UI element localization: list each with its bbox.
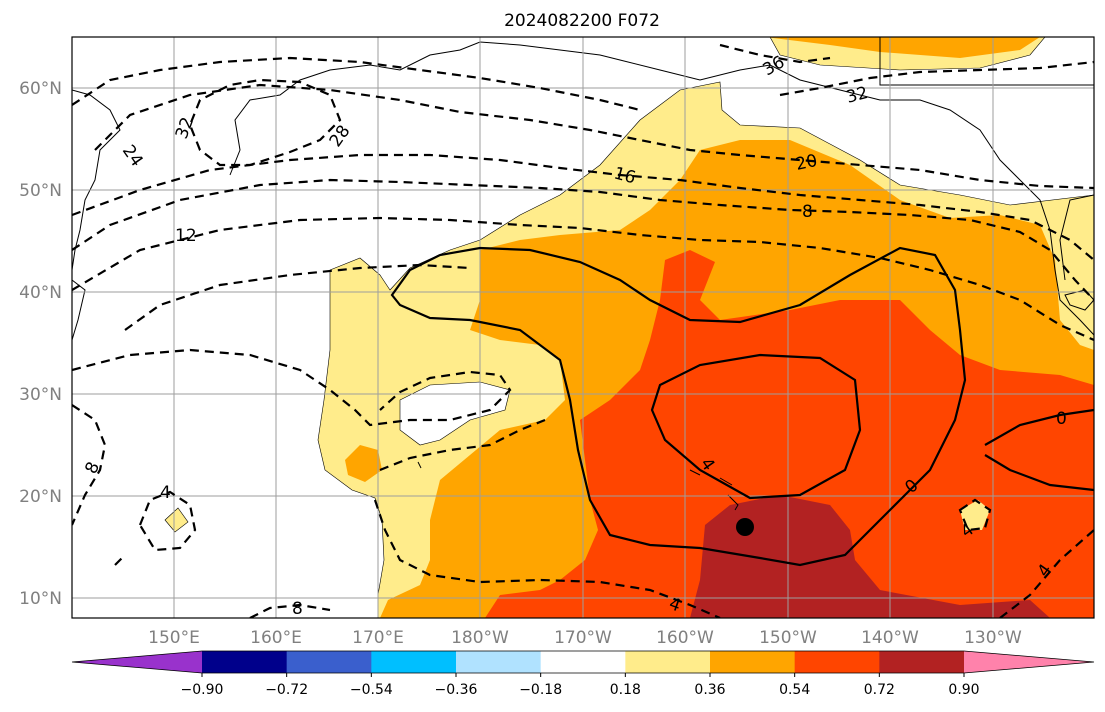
solid-contours [390, 246, 1094, 567]
colorbar-tick-label: −0.18 [519, 682, 562, 698]
lon-label: 180°W [451, 628, 509, 648]
gridlines [72, 37, 1094, 618]
colorbar-segment [794, 651, 880, 673]
dashed-contours [72, 43, 1094, 618]
colorbar-tick-label: 0.54 [779, 682, 810, 698]
colorbar-tick-label: 0.72 [864, 682, 895, 698]
colorbar-extend-min [72, 651, 202, 673]
colorbar-segment [879, 651, 965, 673]
map-title: 2024082200 F072 [504, 11, 660, 31]
position-marker [736, 518, 754, 536]
shading-0.72-0.90 [690, 495, 1050, 618]
lon-label: 160°E [250, 628, 302, 648]
lon-label: 150°E [148, 628, 200, 648]
longitude-labels: 150°E 160°E 170°E 180°W 170°W 160°W 150°… [148, 628, 1022, 648]
map-frame [71, 36, 1095, 619]
lon-label: 140°W [861, 628, 919, 648]
colorbar-segment [456, 651, 542, 673]
contour-label: 20 [794, 151, 819, 175]
colorbar-tick-label: 0.90 [948, 682, 979, 698]
colorbar-segment [371, 651, 457, 673]
colorbar-segment [710, 651, 796, 673]
lat-label: 10°N [19, 589, 62, 609]
colorbar-segment [286, 651, 372, 673]
map-area: 36 32 32 28 24 20 16 12 8 8 8 4 4 4 4 0 … [72, 37, 1094, 619]
contour-label: 8 [292, 599, 303, 619]
lon-label: 170°E [352, 628, 404, 648]
lon-label: 160°W [656, 628, 714, 648]
colorbar-tick-label: 0.36 [694, 682, 725, 698]
contour-label: 8 [802, 202, 813, 222]
colorbar-segment [625, 651, 711, 673]
latitude-labels: 60°N 50°N 40°N 30°N 20°N 10°N [19, 79, 62, 609]
shading-0.54-0.72 [485, 250, 1094, 618]
colorbar-tick-label: 0.18 [610, 682, 641, 698]
lat-label: 50°N [19, 181, 62, 201]
lat-label: 20°N [19, 487, 62, 507]
contour-label: 0 [1056, 409, 1067, 429]
lon-label: 130°W [964, 628, 1022, 648]
colorbar-extend-max [964, 651, 1094, 673]
lon-label: 150°W [759, 628, 817, 648]
lon-label: 170°W [554, 628, 612, 648]
lat-label: 30°N [19, 385, 62, 405]
shading-island-yellow [960, 500, 990, 530]
lat-label: 60°N [19, 79, 62, 99]
contour-label: 4 [160, 483, 171, 503]
colorbar [71, 650, 1095, 674]
colorbar-tick-label: −0.72 [265, 682, 308, 698]
contour-label: 12 [175, 226, 197, 246]
colorbar-ticks: −0.90 −0.72 −0.54 −0.36 −0.18 0.18 0.36 0.54 0.7… [181, 673, 980, 698]
colorbar-tick-label: −0.90 [181, 682, 224, 698]
shading-white-hole [399, 381, 511, 446]
colorbar-segment [202, 651, 288, 673]
lat-label: 40°N [19, 283, 62, 303]
colorbar-tick-label: −0.36 [435, 682, 478, 698]
colorbar-tick-label: −0.54 [350, 682, 393, 698]
colorbar-segment [540, 651, 626, 673]
